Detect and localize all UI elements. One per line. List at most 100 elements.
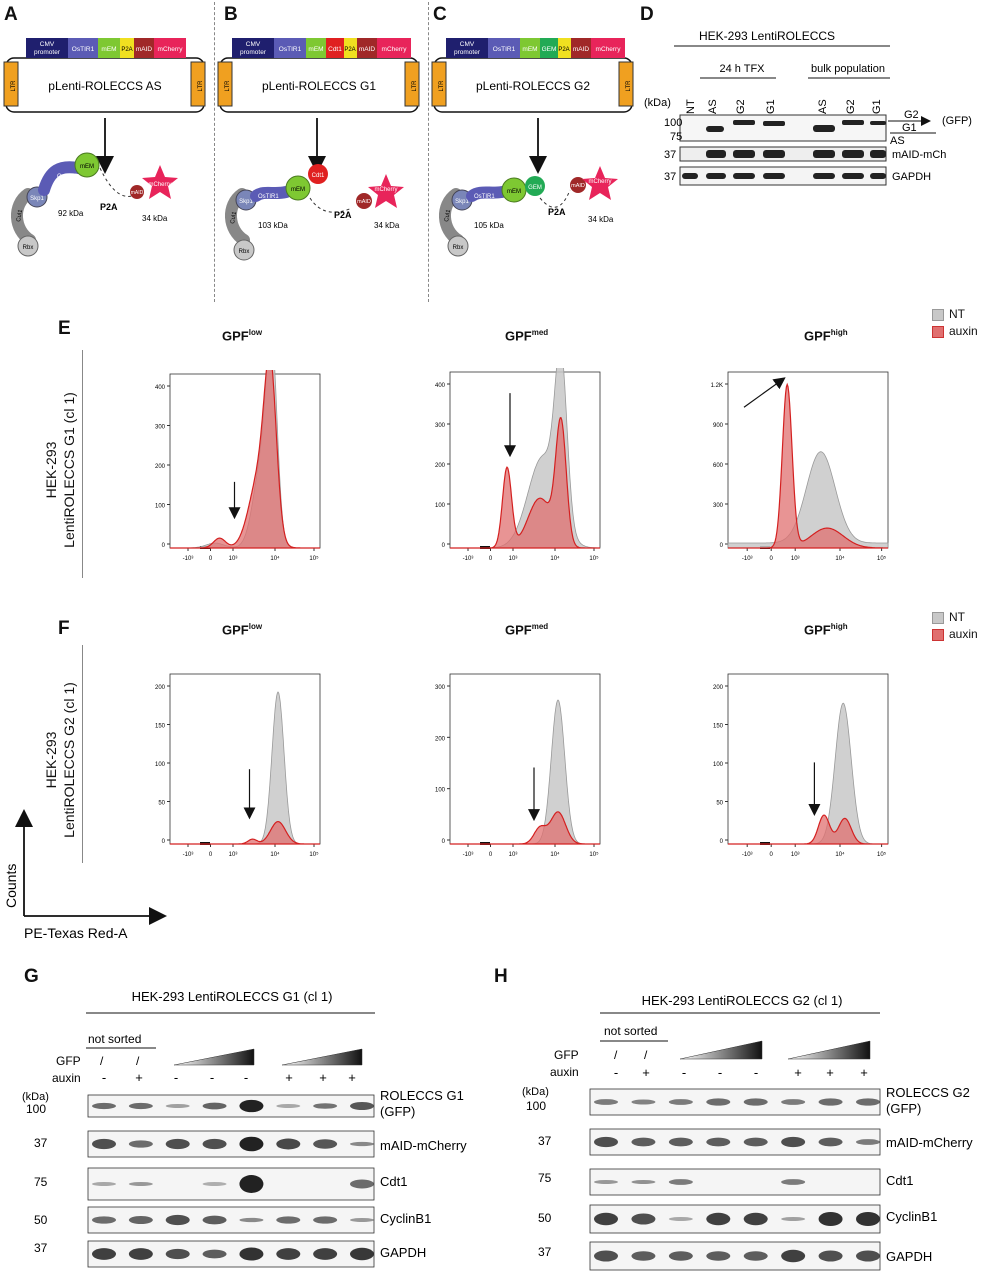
g-auxin-row: - + - - - + + + xyxy=(102,1070,356,1085)
d-lane: AS xyxy=(707,99,719,114)
svg-text:+: + xyxy=(794,1065,802,1080)
svg-text:-: - xyxy=(244,1070,248,1085)
mcherry-label: mCherry xyxy=(158,46,184,53)
band xyxy=(870,121,886,125)
band xyxy=(781,1099,806,1105)
band xyxy=(128,1182,153,1186)
band xyxy=(594,1099,618,1105)
rbx-label: Rbx xyxy=(23,245,34,251)
band xyxy=(202,1138,227,1150)
band xyxy=(276,1216,301,1224)
legend-f: NT auxin xyxy=(932,609,978,643)
title-f-med: GPFmed xyxy=(505,622,549,638)
band xyxy=(350,1101,374,1111)
series-nt xyxy=(727,451,889,549)
ostir1-label: OsTIR1 xyxy=(474,194,495,200)
h-marker: 100 xyxy=(526,1099,546,1113)
complex-b: Rbx Cul1 Skp1 OsTIR1 mEM Cdt1 103 kDa P2… xyxy=(225,164,404,261)
g-band-label: GAPDH xyxy=(380,1245,426,1260)
svg-text:-: - xyxy=(682,1065,686,1080)
band xyxy=(733,150,755,158)
maid-label: mAID xyxy=(571,183,585,189)
band xyxy=(631,1180,656,1184)
ostir1-label: OsTIR1 xyxy=(279,46,302,53)
maid-label: mAID xyxy=(359,46,376,53)
band xyxy=(706,1137,731,1147)
promoter-label: promoter xyxy=(454,49,481,56)
x-tick-label: 10⁵ xyxy=(589,851,599,858)
gradient-wedge xyxy=(679,1040,763,1060)
y-tick-label: 300 xyxy=(155,425,166,431)
ostir1-label: OsTIR1 xyxy=(57,174,78,180)
band xyxy=(350,1218,374,1222)
divider xyxy=(214,2,215,302)
d-label: AS xyxy=(890,135,905,147)
band xyxy=(706,173,726,179)
svg-text:-: - xyxy=(174,1070,178,1085)
series-auxin xyxy=(450,417,600,549)
cdt1-label: Cdt1 xyxy=(328,46,342,53)
x-tick-label: 0 xyxy=(209,556,213,562)
blot-strip xyxy=(589,1168,881,1196)
band xyxy=(706,1251,731,1261)
p2a-label: P2A xyxy=(344,47,355,53)
h-band-label: GAPDH xyxy=(886,1249,932,1264)
series-nt xyxy=(728,702,888,845)
band xyxy=(128,1140,153,1148)
svg-text:+: + xyxy=(860,1065,868,1080)
h-band-label: mAID-mCherry xyxy=(886,1135,973,1150)
ltr-label: LTR xyxy=(412,80,418,92)
band xyxy=(92,1182,116,1186)
size-label: 34 kDa xyxy=(374,221,400,230)
gradient-wedge xyxy=(281,1048,363,1066)
band xyxy=(350,1247,374,1261)
band xyxy=(92,1102,116,1110)
y-tick-label: 1.2K xyxy=(711,383,723,389)
histogram-e-low: 400 300 200 100 0 -10³ 0 10³ 10⁴ 10⁵ xyxy=(155,370,321,562)
panel-d-blot: HEK-293 LentiROLECCS 24 h TFX bulk popul… xyxy=(644,29,972,186)
g-band-label: CyclinB1 xyxy=(380,1211,431,1226)
panel-label-b: B xyxy=(224,4,238,25)
divider xyxy=(428,2,429,302)
band xyxy=(842,150,864,158)
d-lane: NT xyxy=(685,99,697,114)
y-tick-label: 50 xyxy=(158,801,165,807)
y-tick-label: 400 xyxy=(155,385,166,391)
cdt1-label: Cdt1 xyxy=(312,173,325,179)
band xyxy=(682,173,698,179)
g-slash: / xyxy=(136,1054,140,1068)
band xyxy=(706,1212,731,1226)
ostir1-label: OsTIR1 xyxy=(72,46,95,53)
mem-label: mEM xyxy=(507,189,521,195)
band xyxy=(818,1250,843,1262)
g-gfp: GFP xyxy=(56,1054,81,1068)
x-tick-label: 0 xyxy=(489,852,493,858)
x-tick-label: 10³ xyxy=(509,852,518,858)
band xyxy=(870,150,886,158)
x-tick-label: -10³ xyxy=(463,556,474,562)
band xyxy=(594,1180,618,1184)
band xyxy=(668,1099,693,1105)
y-tick-label: 0 xyxy=(442,839,446,845)
h-not-sorted: not sorted xyxy=(604,1024,657,1038)
band xyxy=(313,1103,338,1109)
complex-a: Rbx Cul1 Skp1 OsTIR1 mEM 92 kDa P2A mAID… xyxy=(11,152,178,257)
p2a-label: P2A xyxy=(334,210,352,220)
vector-a: LTR LTR CMV promoter OsTIR1 mEM P2A mAID… xyxy=(3,38,206,174)
d-marker: 37 xyxy=(664,171,676,183)
complex-c: Rbx Cul1 Skp1 OsTIR1 mEM GEM 105 kDa P2A… xyxy=(439,166,618,257)
svg-text:+: + xyxy=(348,1070,356,1085)
y-tick-label: 0 xyxy=(162,839,166,845)
panel-label-d: D xyxy=(640,4,654,25)
band xyxy=(202,1182,227,1186)
band xyxy=(631,1137,656,1147)
g-slash: / xyxy=(100,1054,104,1068)
d-label: mAID-mCh xyxy=(892,149,946,161)
band xyxy=(706,150,726,158)
ltr-label: LTR xyxy=(439,80,445,92)
legend-e: NT auxin xyxy=(932,306,978,340)
ltr-label: LTR xyxy=(626,80,632,92)
y-tick-label: 100 xyxy=(435,503,446,509)
x-tick-label: -10³ xyxy=(183,852,194,858)
svg-text:-: - xyxy=(718,1065,722,1080)
